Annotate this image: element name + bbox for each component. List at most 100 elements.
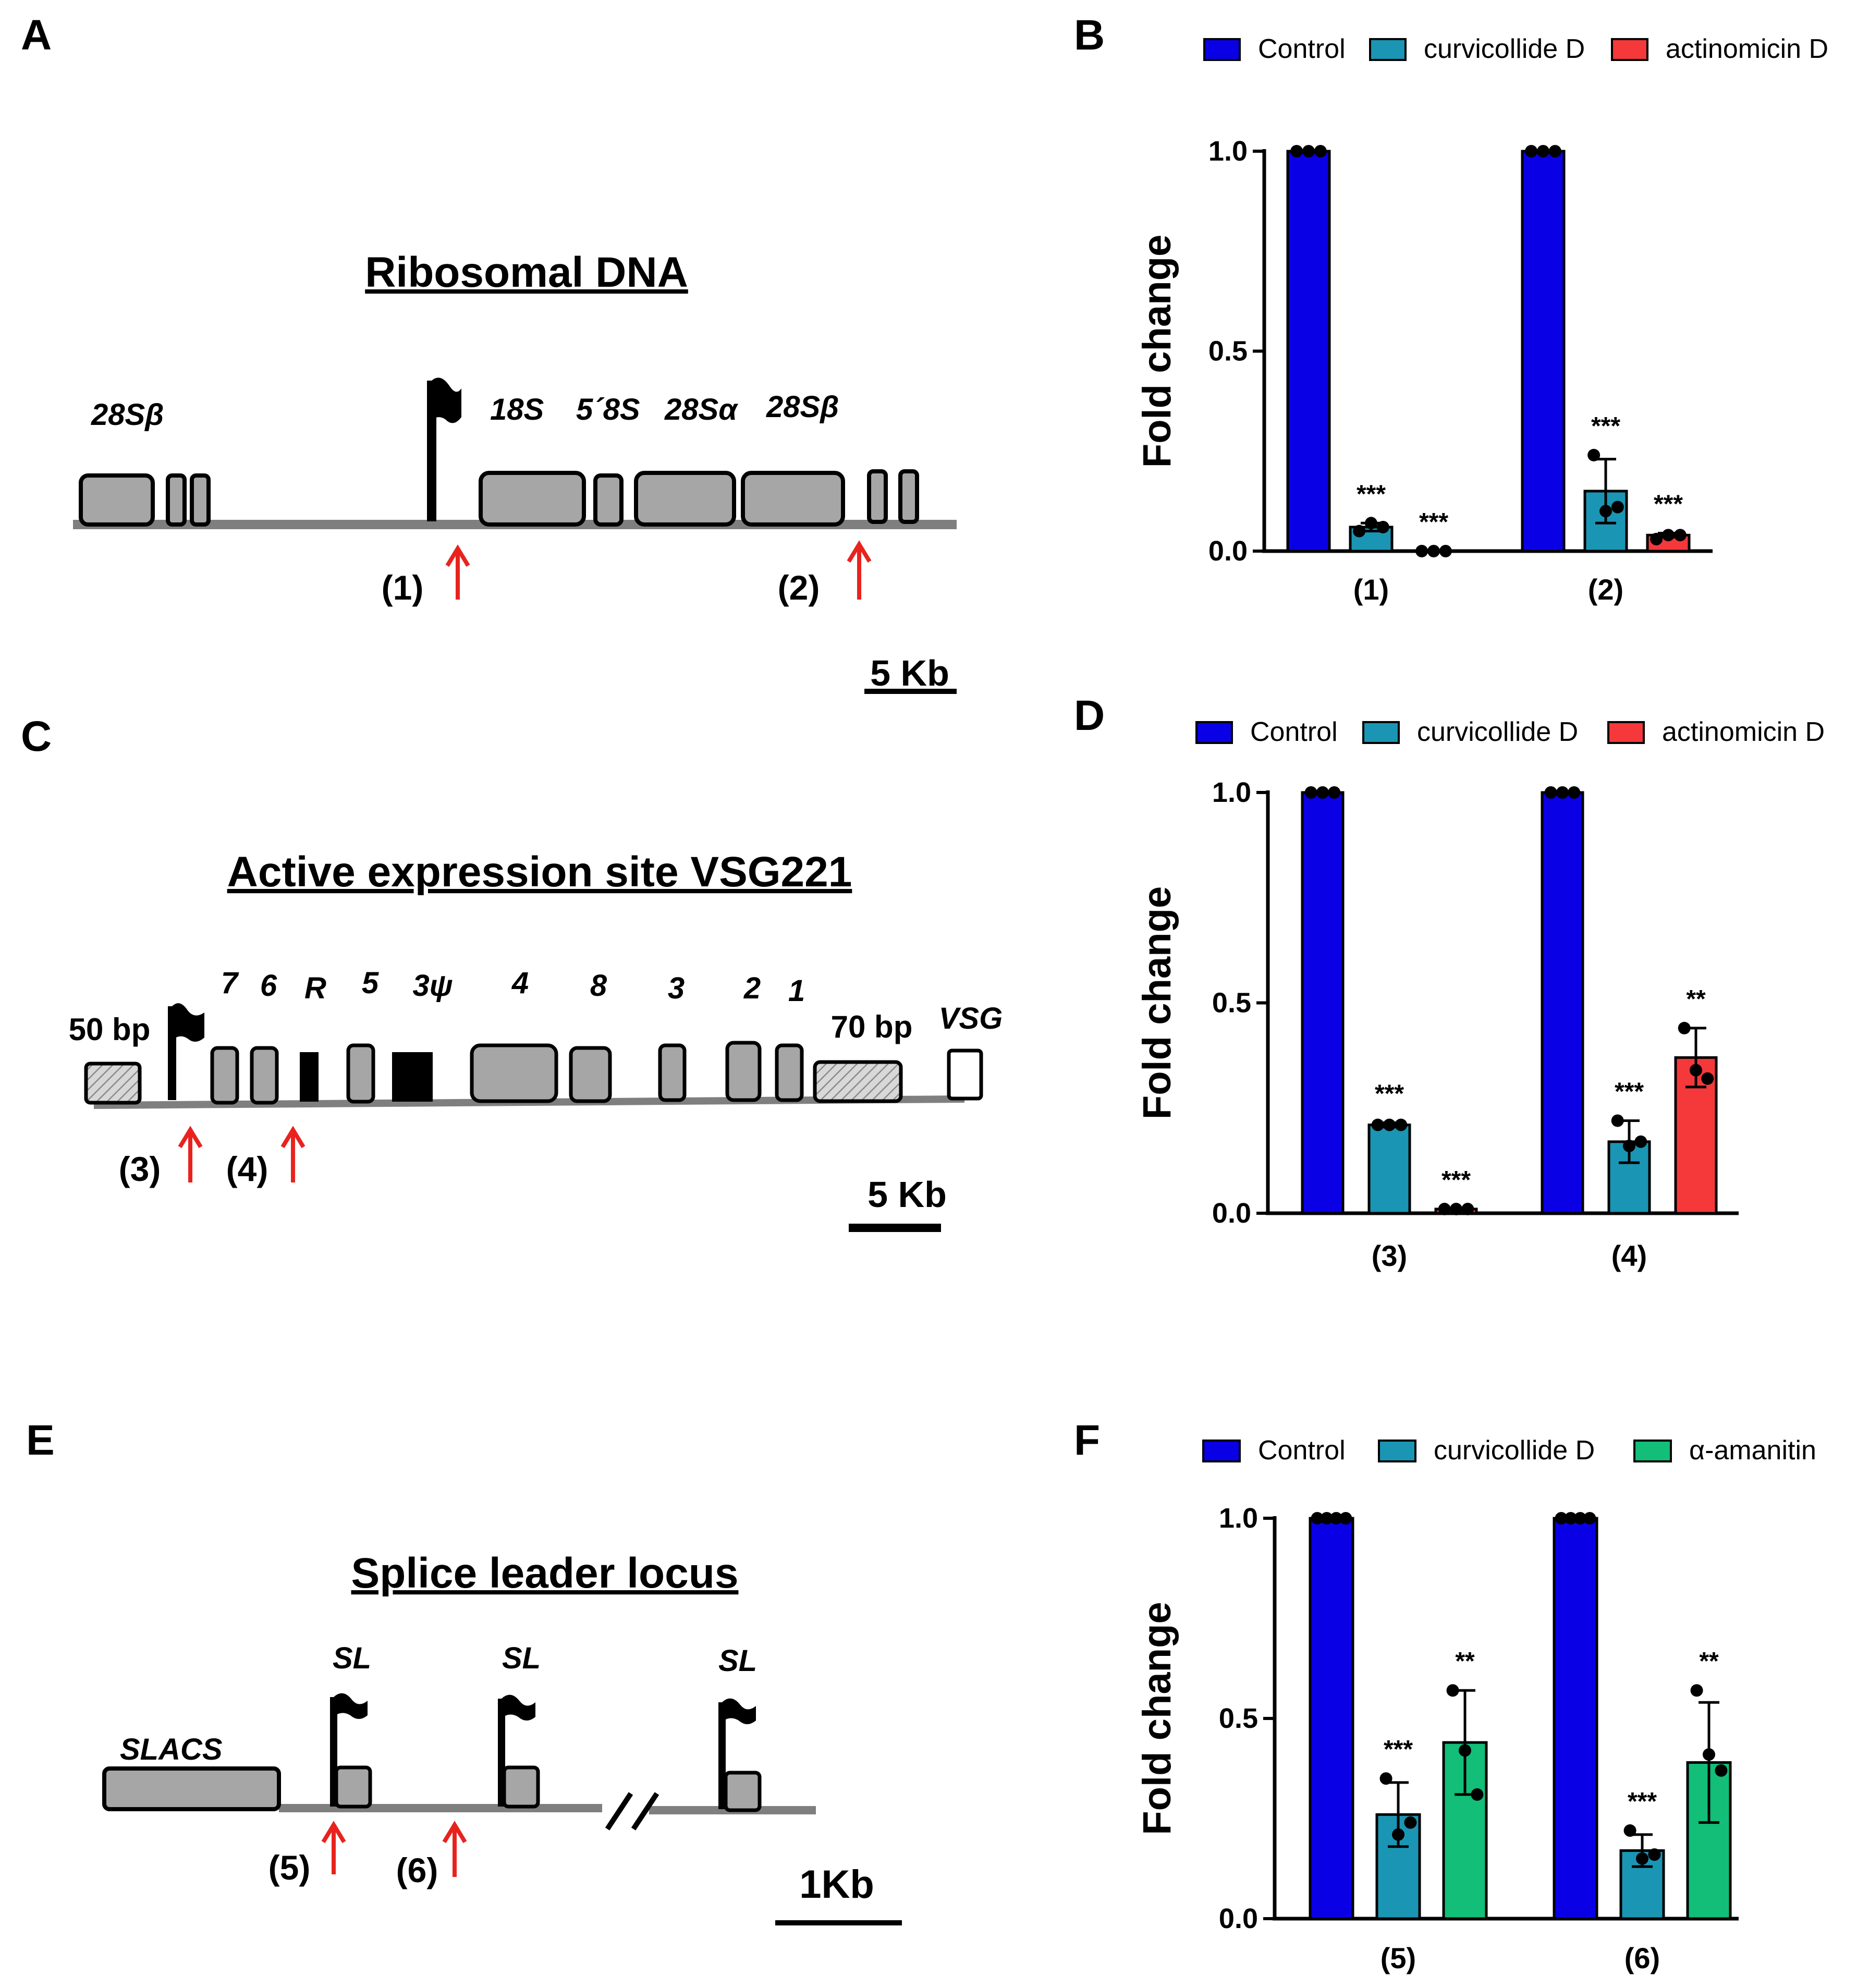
legend-label: curvicollide D <box>1434 1435 1595 1466</box>
data-point <box>1544 786 1557 799</box>
gene-label-1: 1 <box>788 974 805 1008</box>
axis-break-icon <box>605 1792 633 1831</box>
data-point <box>1450 1202 1462 1215</box>
gene-label-28sa: 28Sα <box>664 393 738 426</box>
bar <box>1301 791 1345 1215</box>
chart-panel-f: Control curvicollide D α-amanitin 0.0 0.5 1.0… <box>1135 1435 1816 1974</box>
site-arrow-4 <box>280 1126 306 1182</box>
gene-label-3psi: 3ψ <box>412 969 453 1003</box>
legend-swatch <box>1611 38 1648 61</box>
sl-repeat-3 <box>718 1698 762 1812</box>
gene-label-sl: SL <box>502 1641 541 1675</box>
data-point <box>1701 1072 1714 1085</box>
panel-c-diagram: Active expression site VSG221 7 6 R 5 3ψ… <box>69 848 1003 1232</box>
promoter-flag-icon <box>172 1003 204 1042</box>
data-point <box>1555 1512 1568 1524</box>
data-point <box>1415 545 1428 557</box>
data-point <box>1568 786 1581 799</box>
x-tick-label: (1) <box>1353 573 1389 606</box>
data-point <box>1446 1684 1459 1697</box>
data-point <box>1353 525 1366 538</box>
site-label-5: (5) <box>268 1848 311 1887</box>
significance-label: ** <box>1699 1648 1719 1675</box>
legend-swatch <box>1202 1440 1241 1462</box>
significance-label: *** <box>1441 1166 1471 1194</box>
data-point <box>1395 1118 1408 1131</box>
gene-label-sl: SL <box>333 1641 371 1675</box>
site-label-3: (3) <box>119 1150 161 1188</box>
promoter-flag-icon <box>334 1693 368 1719</box>
y-tick-label: 1.0 <box>1219 1503 1258 1534</box>
es-gene-r <box>300 1052 319 1102</box>
y-tick-label: 0.0 <box>1212 1198 1251 1229</box>
x-tick-label: (3) <box>1372 1239 1407 1272</box>
y-tick-label: 1.0 <box>1208 136 1248 167</box>
rdna-block-28sa <box>634 471 736 527</box>
bar <box>1521 150 1566 553</box>
rdna-block-small <box>867 469 888 524</box>
y-axis-title: Fold change <box>1135 1602 1179 1835</box>
rdna-block-58s <box>593 473 624 527</box>
data-point <box>1636 1852 1648 1865</box>
es-gene-2 <box>725 1041 762 1102</box>
gene-label-r: R <box>304 971 326 1005</box>
data-point <box>1623 1139 1635 1152</box>
data-point <box>1314 145 1327 157</box>
rdna-block-28sb-left <box>79 473 155 527</box>
data-point <box>1392 1828 1404 1841</box>
panel-letter-f: F <box>1074 1417 1100 1464</box>
data-point <box>1320 1512 1333 1524</box>
gene-label-vsg: VSG <box>939 1002 1003 1035</box>
legend-swatch <box>1203 38 1241 61</box>
gene-label-28sb-right: 28Sβ <box>766 390 839 424</box>
panel-e-title: Splice leader locus <box>351 1550 739 1597</box>
data-point <box>1611 1114 1624 1127</box>
panel-letter-e: E <box>26 1417 55 1464</box>
legend-label: Control <box>1258 1435 1346 1466</box>
data-point <box>1648 1848 1661 1861</box>
es-block-vsg <box>947 1048 983 1101</box>
legend-label: curvicollide D <box>1424 34 1585 64</box>
data-point <box>1316 786 1329 799</box>
data-point <box>1461 1202 1474 1215</box>
bar <box>1309 1517 1354 1920</box>
rdna-block-28sb-right <box>741 471 845 527</box>
bar <box>1541 791 1584 1215</box>
sl-repeat-1 <box>330 1693 372 1809</box>
site-arrow-5 <box>321 1821 346 1874</box>
scale-bar-label: 5 Kb <box>870 653 949 693</box>
es-block-70bp <box>813 1060 903 1103</box>
data-point <box>1678 1021 1691 1034</box>
data-point <box>1302 145 1315 157</box>
y-tick-label: 0.5 <box>1212 987 1251 1019</box>
sl-repeat-2 <box>498 1694 540 1809</box>
data-point <box>1311 1512 1324 1524</box>
data-point <box>1379 1772 1392 1785</box>
legend-swatch <box>1195 721 1233 744</box>
data-point <box>1383 1118 1396 1131</box>
significance-label: *** <box>1419 508 1448 536</box>
data-point <box>1599 505 1612 518</box>
y-tick-label: 0.0 <box>1208 535 1248 567</box>
gene-label-2: 2 <box>743 971 761 1005</box>
significance-label: *** <box>1357 480 1386 508</box>
legend-label: Control <box>1258 34 1346 64</box>
data-point <box>1371 1118 1384 1131</box>
data-point <box>1471 1788 1484 1801</box>
es-gene-3 <box>658 1043 687 1102</box>
panel-c-title: Active expression site VSG221 <box>227 848 852 896</box>
bar <box>1367 1124 1411 1215</box>
axis-break-icon <box>631 1792 659 1831</box>
data-point <box>1548 145 1561 157</box>
es-gene-4 <box>470 1043 558 1103</box>
es-gene-7 <box>210 1046 239 1105</box>
scale-bar-label: 5 Kb <box>868 1174 947 1215</box>
gene-label-5: 5 <box>362 966 379 1000</box>
es-gene-3psi <box>392 1052 433 1102</box>
data-point <box>1690 1684 1703 1697</box>
bar <box>1286 150 1331 553</box>
data-point <box>1583 1512 1596 1524</box>
y-axis-title: Fold change <box>1135 235 1179 468</box>
gene-label-70bp: 70 bp <box>831 1009 913 1044</box>
